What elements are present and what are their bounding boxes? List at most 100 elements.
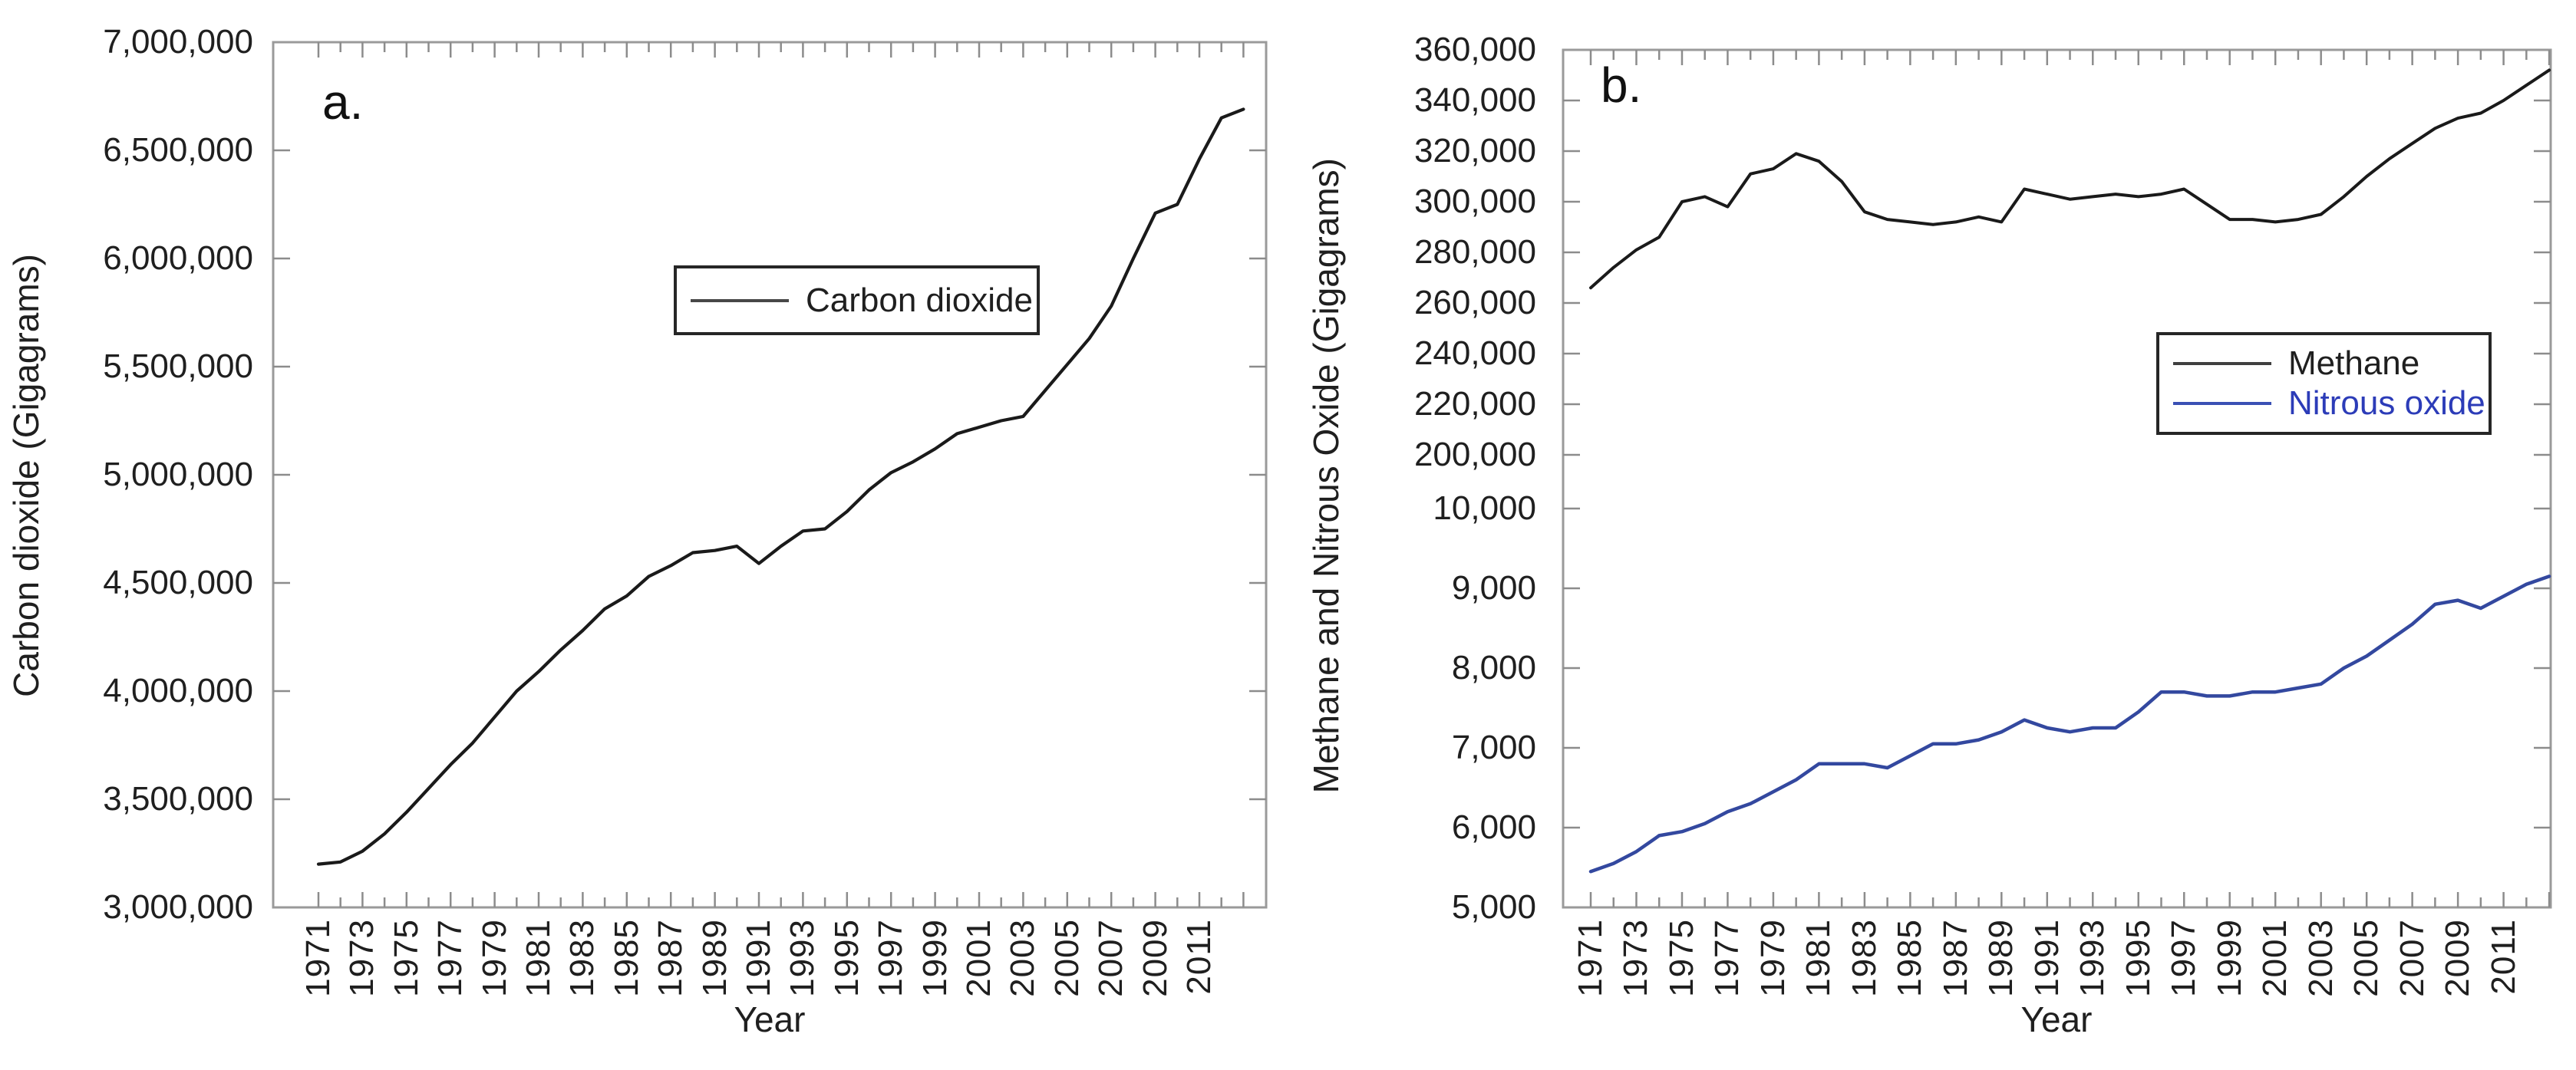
panel-b-x-tick-label: 1993 [2070, 919, 2116, 1057]
panel-a-y-tick-label: 6,000,000 [103, 239, 253, 277]
panel-b-x-tick-label: 1991 [2024, 919, 2070, 1057]
panel-b-upper-y-tick-label: 280,000 [1413, 233, 1536, 271]
panel-a-x-tick-label: 1981 [516, 919, 562, 1057]
legend-label: Nitrous oxide [2288, 384, 2485, 422]
panel-a-x-tick-label-text: 1977 [431, 919, 470, 997]
panel-b-upper-y-tick-label: 200,000 [1413, 436, 1536, 473]
panel-a-x-tick-label-text: 1971 [299, 919, 337, 997]
panel-b-x-tick-label-text: 1995 [2119, 919, 2157, 997]
panel-b-x-tick-label: 1983 [1842, 919, 1888, 1057]
panel-b-x-tick-label-text: 2003 [2301, 919, 2340, 997]
carbon-dioxide-line-sample-icon [691, 298, 789, 302]
panel-b-x-tick-label: 1999 [2207, 919, 2253, 1057]
panel-b-lower-y-tick-label: 5,000 [1451, 888, 1536, 926]
panel-a-x-tick-label: 1975 [384, 919, 430, 1057]
panel-b-x-tick-label-text: 1993 [2073, 919, 2112, 997]
panel-b-x-tick-label: 2011 [2481, 919, 2527, 1057]
panel-b-x-tick-label-text: 2001 [2256, 919, 2294, 997]
methane-curve [1589, 68, 2551, 290]
panel-b-x-tick-label: 2009 [2435, 919, 2481, 1057]
panel-a-x-tick-label: 2009 [1133, 919, 1179, 1057]
panel-a-x-tick-label: 2001 [956, 919, 1002, 1057]
panel-b-x-tick-label: 2007 [2390, 919, 2436, 1057]
panel-a-x-tick-label-text: 1979 [475, 919, 513, 997]
panel-b-x-tick-label-text: 1985 [1891, 919, 1929, 997]
panel-a-x-tick-label: 2011 [1176, 919, 1222, 1057]
panel-a-y-tick-label: 4,000,000 [103, 672, 253, 709]
legend-item-carbon-dioxide: Carbon dioxide [691, 281, 1033, 321]
panel-b-x-tick-label-text: 1981 [1799, 919, 1838, 997]
panel-a-x-tick-label: 1991 [736, 919, 782, 1057]
panel-a-x-tick-label-text: 1985 [607, 919, 645, 997]
panel-b-upper-y-tick-label: 260,000 [1413, 284, 1536, 321]
panel-b-x-tick-label: 1987 [1933, 919, 1979, 1057]
panel-b-x-tick-label-text: 1979 [1753, 919, 1792, 997]
panel-b-x-tick-label-text: 2009 [2439, 919, 2477, 997]
panel-b-x-tick-label: 1997 [2161, 919, 2207, 1057]
panel-a-x-tick-label: 2007 [1088, 919, 1134, 1057]
panel-b-upper-y-tick-label: 300,000 [1413, 183, 1536, 220]
panel-b-x-tick-label: 1985 [1887, 919, 1933, 1057]
panel-a-legend: Carbon dioxide [674, 265, 1040, 335]
panel-a-x-tick-label: 1983 [559, 919, 605, 1057]
methane-line-sample-icon [2173, 362, 2271, 365]
panel-b-x-tick-label-text: 1997 [2165, 919, 2203, 997]
panel-b-x-tick-label: 1973 [1613, 919, 1659, 1057]
panel-b-x-tick-label-text: 1971 [1572, 919, 1609, 997]
panel-b-x-tick-label-text: 2005 [2347, 919, 2386, 997]
nitrous-oxide-line-sample-icon [2173, 402, 2271, 405]
panel-a-x-tick-label: 1997 [868, 919, 914, 1057]
panel-b-lower-y-tick-label: 7,000 [1451, 729, 1536, 766]
panel-b-y-axis-title: Methane and Nitrous Oxide (Gigagrams) [1306, 157, 1346, 794]
panel-b-lower-y-tick-label: 10,000 [1433, 489, 1536, 527]
panel-b-x-tick-label: 2003 [2298, 919, 2344, 1057]
panel-a-x-tick-label: 1977 [427, 919, 473, 1057]
panel-a-x-tick-label-text: 2001 [960, 919, 998, 997]
carbon-dioxide-curve [316, 107, 1245, 866]
panel-b-x-tick-label-text: 1999 [2210, 919, 2248, 997]
panel-b-x-tick-label-text: 1983 [1845, 919, 1883, 997]
panel-b-upper-y-tick-label: 320,000 [1413, 132, 1536, 170]
panel-b-x-tick-label-text: 1991 [2027, 919, 2066, 997]
panel-a-x-tick-label-text: 1973 [343, 919, 381, 997]
panel-a-x-tick-label-text: 2009 [1136, 919, 1174, 997]
panel-a-x-tick-label: 2005 [1044, 919, 1090, 1057]
panel-a-x-tick-label: 1995 [824, 919, 870, 1057]
panel-a-x-tick-label: 1993 [780, 919, 826, 1057]
legend-item-nitrous-oxide: Nitrous oxide [2173, 384, 2485, 423]
panel-b-x-tick-label-text: 1977 [1708, 919, 1746, 997]
panel-b-lower-y-tick-label: 6,000 [1451, 808, 1536, 846]
panel-a-x-tick-label: 1987 [648, 919, 694, 1057]
panel-a-x-tick-label: 1989 [692, 919, 738, 1057]
panel-b-plot-frame [1562, 48, 2552, 909]
panel-a-x-tick-label-text: 1981 [519, 919, 557, 997]
panel-b-x-tick-label-text: 1987 [1936, 919, 1974, 997]
panel-a-x-tick-label: 1973 [339, 919, 385, 1057]
panel-a-x-tick-label-text: 2005 [1047, 919, 1086, 997]
panel-b-x-tick-label-text: 2007 [2393, 919, 2431, 997]
panel-a-plot-frame [272, 41, 1268, 909]
panel-a-y-tick-label: 4,500,000 [103, 564, 253, 601]
panel-b-x-tick-label: 1975 [1659, 919, 1705, 1057]
panel-a-y-tick-label: 7,000,000 [103, 23, 253, 61]
panel-b-upper-y-tick-label: 360,000 [1413, 31, 1536, 68]
panel-b-x-tick-label: 1977 [1704, 919, 1750, 1057]
panel-b-x-tick-label-text: 1989 [1982, 919, 2020, 997]
panel-b-legend: Methane Nitrous oxide [2156, 332, 2492, 435]
panel-a-y-tick-label: 5,000,000 [103, 456, 253, 493]
panel-b-x-tick-label: 2005 [2343, 919, 2390, 1057]
panel-a-y-tick-label: 5,500,000 [103, 347, 253, 385]
panel-a-x-tick-label-text: 1997 [872, 919, 910, 997]
panel-a-x-tick-label-text: 1995 [827, 919, 866, 997]
panel-a-x-tick-label-text: 1989 [695, 919, 734, 997]
panel-a-x-tick-label-text: 2003 [1004, 919, 1042, 997]
panel-a-y-tick-label: 3,000,000 [103, 888, 253, 926]
panel-a-x-tick-label-text: 2011 [1180, 919, 1218, 995]
panel-a-x-tick-label: 1985 [604, 919, 650, 1057]
panel-b-upper-y-tick-label: 340,000 [1413, 81, 1536, 119]
panel-b-x-tick-label: 2001 [2252, 919, 2298, 1057]
panel-a-x-tick-label-text: 1991 [740, 919, 777, 997]
panel-b-x-tick-label: 1989 [1978, 919, 2024, 1057]
